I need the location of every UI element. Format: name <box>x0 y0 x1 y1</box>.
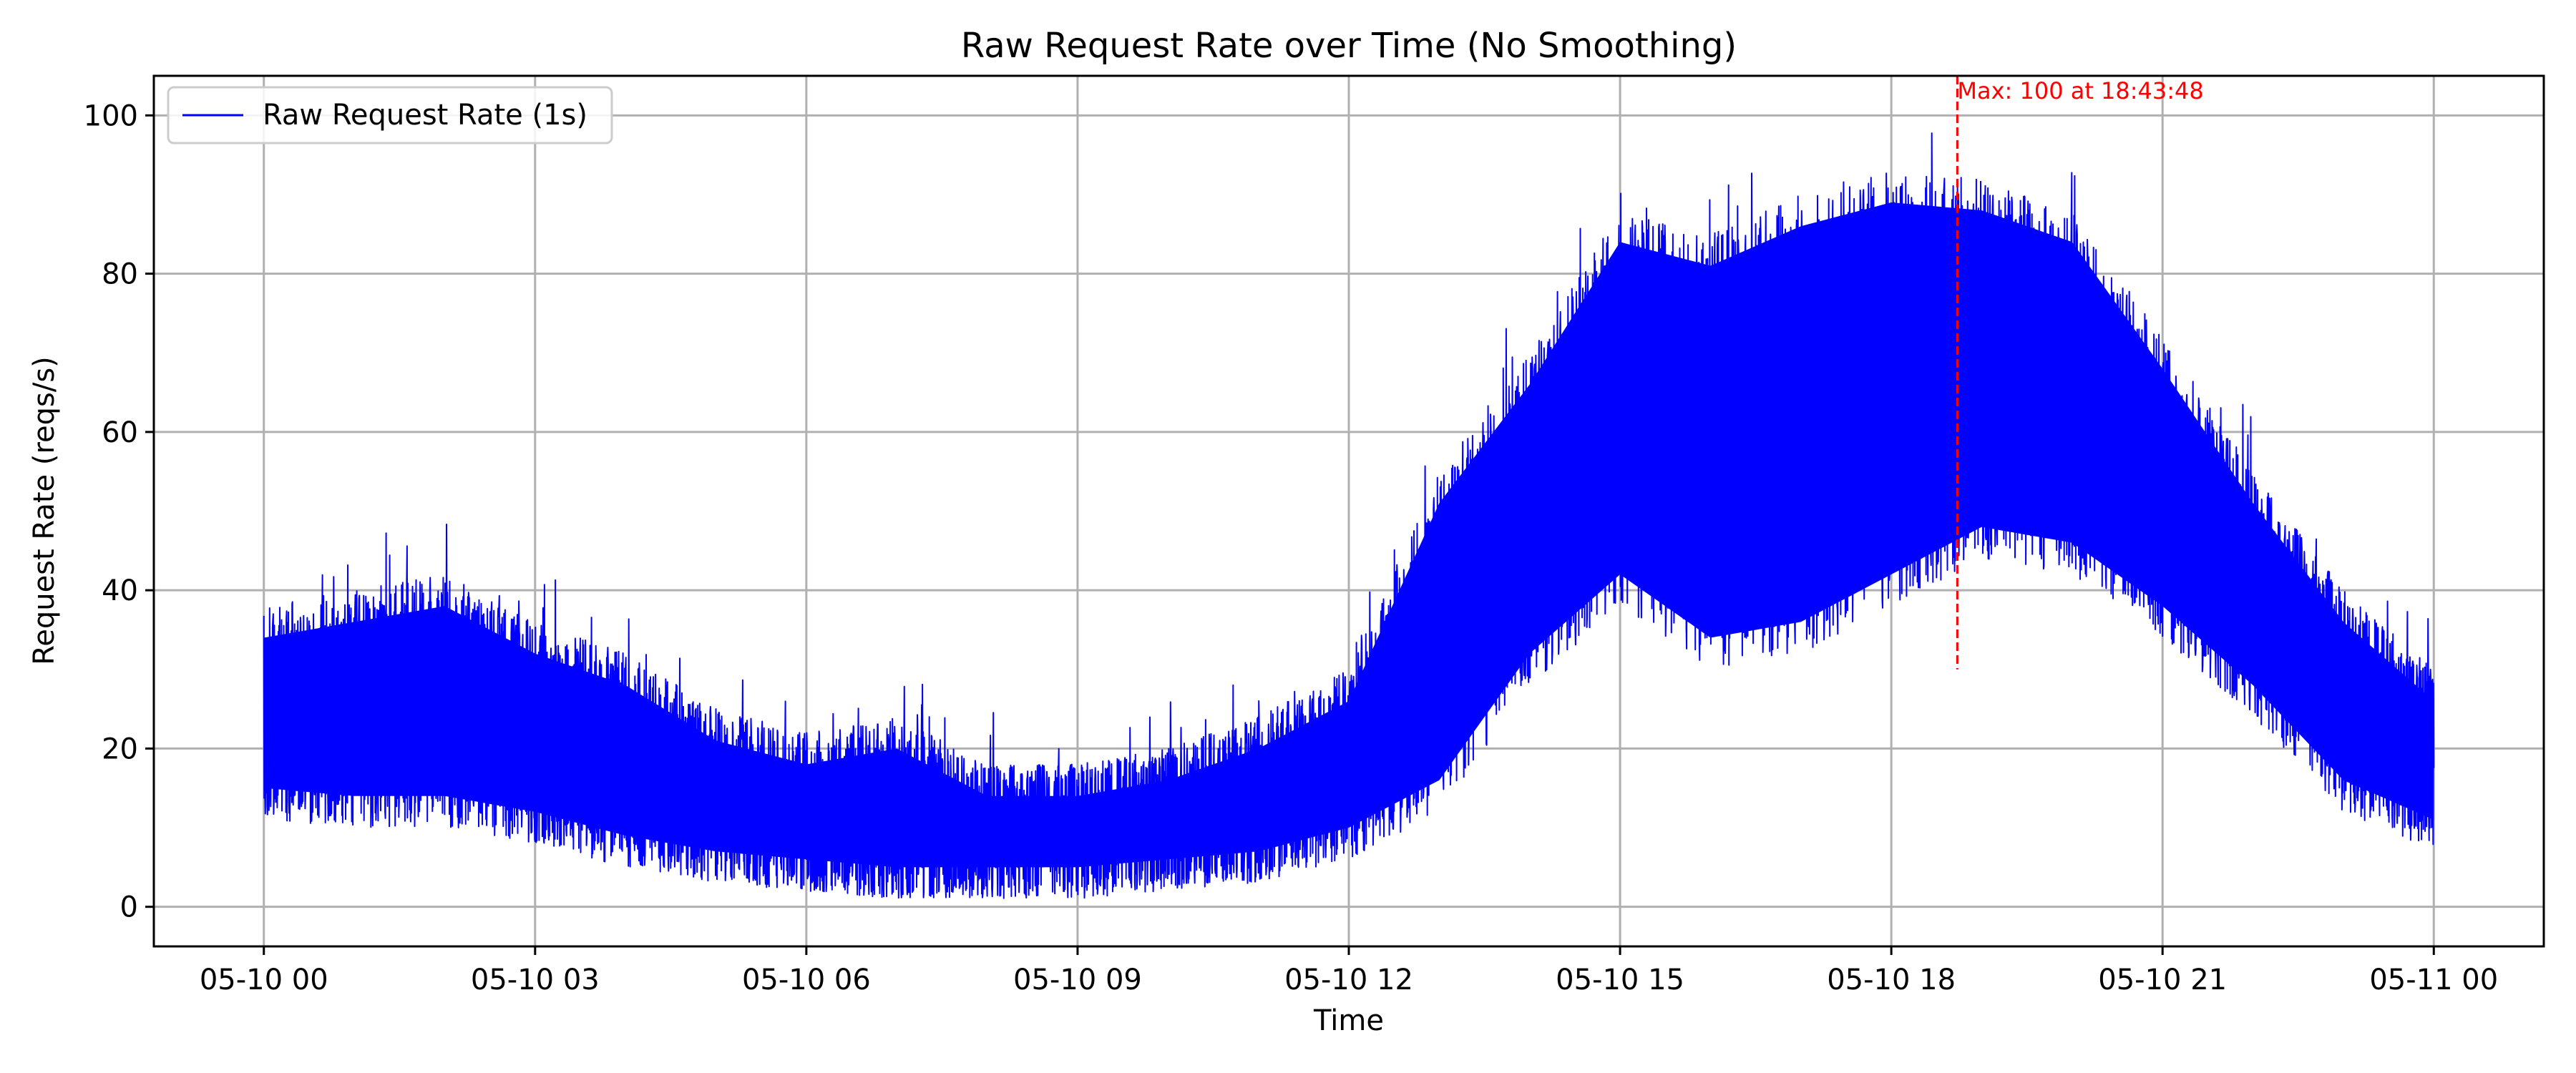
x-tick-label: 05-11 00 <box>2369 964 2498 996</box>
y-tick-label: 100 <box>84 99 138 132</box>
x-tick-label: 05-10 09 <box>1013 964 1142 996</box>
y-tick-label: 60 <box>102 416 138 449</box>
legend: Raw Request Rate (1s) <box>167 86 613 144</box>
y-axis-label: Request Rate (reqs/s) <box>28 356 61 665</box>
y-tick-label: 0 <box>120 891 138 924</box>
x-tick-label: 05-10 00 <box>200 964 328 996</box>
annotations: Max: 100 at 18:43:48 <box>1956 76 2204 670</box>
x-tick-label: 05-10 12 <box>1284 964 1413 996</box>
data-area <box>263 132 2435 899</box>
y-tick-label: 40 <box>102 574 138 607</box>
x-tick-label: 05-10 03 <box>471 964 600 996</box>
max-marker-label: Max: 100 at 18:43:48 <box>1957 77 2203 104</box>
x-tick-label: 05-10 18 <box>1827 964 1956 996</box>
x-axis-label: Time <box>1313 1004 1384 1037</box>
x-tick-label: 05-10 06 <box>742 964 871 996</box>
series-raw-request-rate-line <box>263 132 2435 899</box>
x-tick-label: 05-10 21 <box>2098 964 2227 996</box>
y-tick-label: 80 <box>102 258 138 291</box>
axis-ticks: 0 20 40 60 80 100 05-10 00 05-10 03 05-10 06 05-1… <box>84 99 2499 996</box>
x-tick-label: 05-10 15 <box>1556 964 1684 996</box>
chart-title: Raw Request Rate over Time (No Smoothing… <box>961 26 1737 66</box>
legend-box <box>167 86 613 144</box>
legend-label-raw-request-rate: Raw Request Rate (1s) <box>263 99 587 132</box>
y-tick-label: 20 <box>102 733 138 765</box>
